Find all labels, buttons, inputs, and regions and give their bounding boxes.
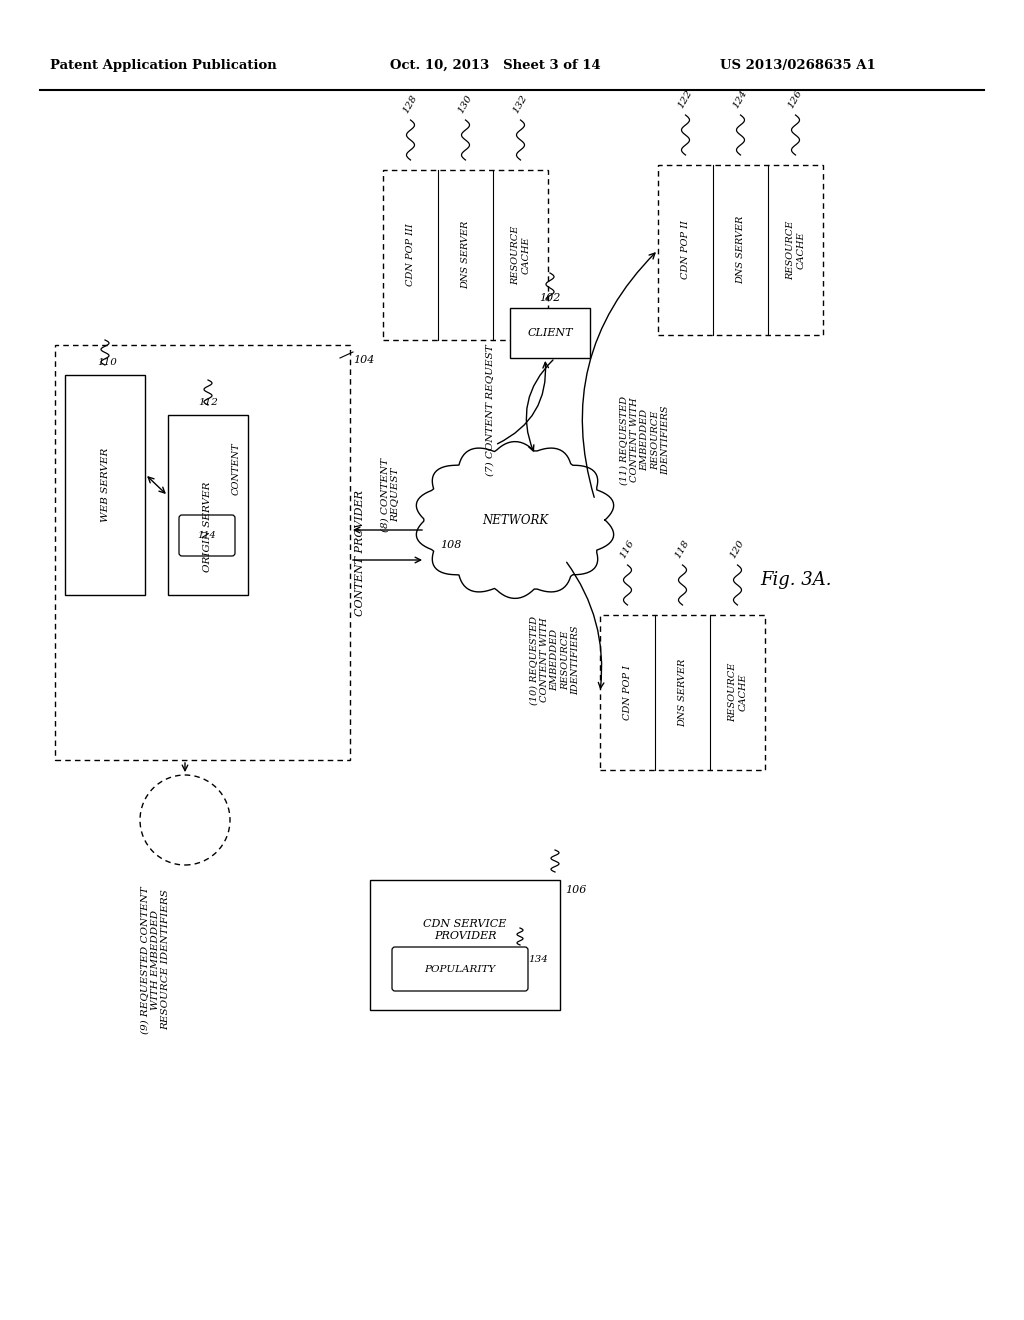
Text: CLIENT: CLIENT [527, 327, 572, 338]
Bar [510, 308, 590, 358]
Text: (11) REQUESTED
CONTENT WITH
EMBEDDED
RESOURCE
IDENTIFIERS: (11) REQUESTED CONTENT WITH EMBEDDED RES… [620, 396, 671, 484]
Text: 110: 110 [97, 358, 117, 367]
Text: 128: 128 [401, 94, 420, 115]
Text: 102: 102 [540, 293, 561, 304]
Text: RESOURCE
CACHE: RESOURCE CACHE [511, 226, 530, 285]
Text: 108: 108 [440, 540, 462, 550]
Bar [658, 165, 823, 335]
Text: US 2013/0268635 A1: US 2013/0268635 A1 [720, 59, 876, 73]
Text: (9) REQUESTED CONTENT
WITH EMBEDDED
RESOURCE IDENTIFIERS: (9) REQUESTED CONTENT WITH EMBEDDED RESO… [140, 886, 170, 1034]
Text: CDN POP II: CDN POP II [681, 220, 690, 280]
Text: (10) REQUESTED
CONTENT WITH
EMBEDDED
RESOURCE
IDENTIFIERS: (10) REQUESTED CONTENT WITH EMBEDDED RES… [529, 615, 581, 705]
Text: 112: 112 [198, 399, 218, 407]
Text: DNS SERVER: DNS SERVER [461, 220, 470, 289]
Text: 104: 104 [353, 355, 375, 366]
Text: CDN POP III: CDN POP III [406, 223, 415, 286]
Text: DNS SERVER: DNS SERVER [678, 659, 687, 727]
Text: 106: 106 [565, 884, 587, 895]
Bar [65, 375, 145, 595]
Text: CDN SERVICE
PROVIDER: CDN SERVICE PROVIDER [423, 919, 507, 941]
Text: (8) CONTENT
REQUEST: (8) CONTENT REQUEST [380, 458, 399, 532]
FancyBboxPatch shape [392, 946, 528, 991]
Text: RESOURCE
CACHE: RESOURCE CACHE [728, 663, 748, 722]
Text: ORIGIN SERVER: ORIGIN SERVER [204, 482, 213, 572]
Text: WEB SERVER: WEB SERVER [100, 447, 110, 523]
Text: CDN POP I: CDN POP I [623, 665, 632, 719]
Text: 120: 120 [729, 539, 746, 560]
Text: 116: 116 [618, 539, 636, 560]
Text: 118: 118 [674, 539, 691, 560]
Text: 126: 126 [786, 88, 805, 110]
Bar [383, 170, 548, 341]
Bar [168, 414, 248, 595]
Bar [370, 880, 560, 1010]
Text: Fig. 3A.: Fig. 3A. [760, 572, 831, 589]
Text: CONTENT PROVIDER: CONTENT PROVIDER [355, 490, 365, 615]
Text: POPULARITY: POPULARITY [424, 965, 496, 974]
Text: 134: 134 [528, 954, 548, 964]
Text: 114: 114 [198, 531, 216, 540]
Text: (7) CONTENT REQUEST: (7) CONTENT REQUEST [485, 345, 495, 475]
Text: RESOURCE
CACHE: RESOURCE CACHE [785, 220, 805, 280]
FancyBboxPatch shape [179, 515, 234, 556]
Text: DNS SERVER: DNS SERVER [736, 215, 745, 284]
Text: 132: 132 [512, 94, 529, 115]
Text: 122: 122 [677, 88, 694, 110]
Text: 130: 130 [457, 94, 474, 115]
Text: Oct. 10, 2013   Sheet 3 of 14: Oct. 10, 2013 Sheet 3 of 14 [390, 59, 601, 73]
Text: 124: 124 [731, 88, 750, 110]
Bar [55, 345, 350, 760]
Bar [600, 615, 765, 770]
Text: NETWORK: NETWORK [482, 513, 548, 527]
Text: CONTENT: CONTENT [231, 442, 241, 495]
Text: Patent Application Publication: Patent Application Publication [50, 59, 276, 73]
